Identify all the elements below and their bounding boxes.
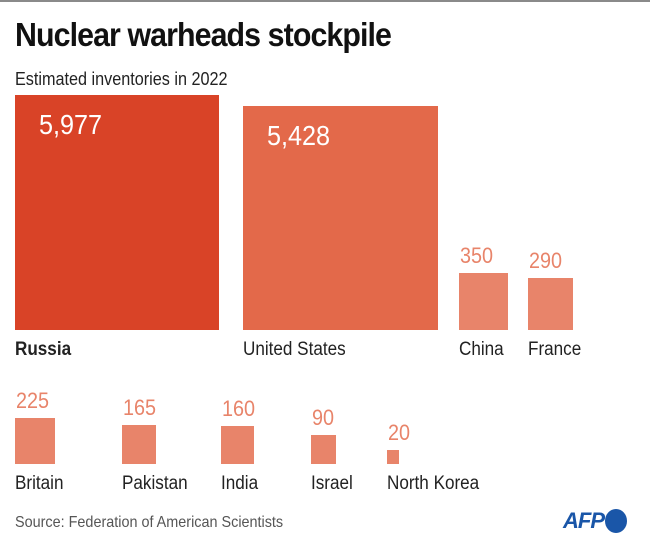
category-label-britain: Britain [15, 473, 64, 494]
bar-france [528, 278, 573, 330]
bar-india [221, 425, 255, 464]
bar-united-states [243, 106, 438, 330]
category-label-pakistan: Pakistan [122, 473, 188, 494]
category-label-united-states: United States [243, 339, 346, 360]
value-label-united-states: 5,428 [267, 120, 331, 152]
value-label-britain: 225 [16, 388, 50, 414]
category-label-france: France [528, 339, 582, 360]
bar-pakistan [122, 425, 156, 464]
value-label-china: 350 [460, 243, 494, 269]
chart-subtitle: Estimated inventories in 2022 [15, 69, 228, 89]
logo-text: AFP [563, 508, 605, 533]
value-label-france: 290 [529, 248, 563, 274]
category-label-russia: Russia [15, 339, 72, 360]
bar-china [459, 273, 509, 330]
value-label-pakistan: 165 [123, 395, 157, 420]
value-label-israel: 90 [312, 405, 335, 431]
category-label-israel: Israel [311, 473, 353, 494]
chart-title: Nuclear warheads stockpile [15, 16, 392, 53]
value-label-india: 160 [222, 395, 256, 421]
bar-north-korea [387, 450, 399, 464]
logo-circle-icon [605, 509, 627, 533]
category-label-north-korea: North Korea [387, 473, 480, 494]
bar-britain [15, 418, 55, 464]
afp-logo: AFP [563, 508, 627, 534]
category-label-india: India [221, 473, 259, 494]
source-note: Source: Federation of American Scientist… [15, 514, 284, 531]
value-label-north-korea: 20 [388, 420, 411, 446]
value-label-russia: 5,977 [39, 109, 103, 141]
category-label-china: China [459, 339, 504, 360]
bar-israel [311, 435, 337, 464]
bar-russia [15, 95, 220, 330]
